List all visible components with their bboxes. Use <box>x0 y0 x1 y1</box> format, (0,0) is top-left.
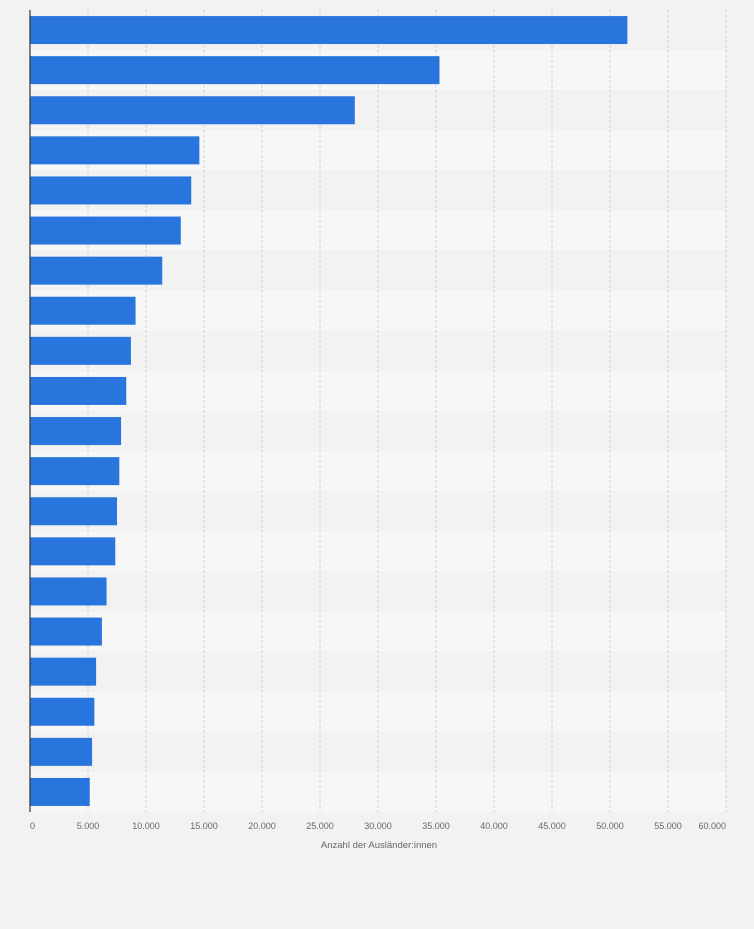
x-tick-label: 40.000 <box>480 821 508 831</box>
bar <box>30 136 200 165</box>
bar <box>30 497 117 526</box>
x-tick-label: 35.000 <box>422 821 450 831</box>
bar <box>30 336 131 365</box>
bar <box>30 56 440 85</box>
x-tick-label: 0 <box>30 821 35 831</box>
bar <box>30 577 107 606</box>
bar <box>30 617 102 646</box>
bar <box>30 16 628 45</box>
bar <box>30 176 192 205</box>
x-tick-label: 5.000 <box>77 821 100 831</box>
bar <box>30 537 116 566</box>
grid-lines <box>87 10 727 812</box>
x-tick-label: 20.000 <box>248 821 276 831</box>
x-tick-label: 50.000 <box>596 821 624 831</box>
bar <box>30 376 127 405</box>
bar <box>30 417 122 446</box>
bar <box>30 777 90 806</box>
x-tick-label: 10.000 <box>132 821 160 831</box>
x-tick-label: 25.000 <box>306 821 334 831</box>
bar <box>30 737 93 766</box>
x-axis-label: Anzahl der Ausländer:innen <box>321 840 437 851</box>
bar <box>30 96 355 125</box>
bar <box>30 256 163 285</box>
bar <box>30 457 120 486</box>
bars <box>30 16 628 806</box>
x-tick-labels: 0 5.000 10.000 15.000 20.000 25.000 30.000 35.0… <box>30 821 726 831</box>
bar <box>30 296 136 325</box>
bar <box>30 697 95 726</box>
x-tick-label: 15.000 <box>190 821 218 831</box>
x-tick-label: 30.000 <box>364 821 392 831</box>
bar <box>30 216 181 245</box>
x-tick-label: 45.000 <box>538 821 566 831</box>
x-tick-label: 55.000 <box>654 821 682 831</box>
x-tick-label: 60.000 <box>698 821 726 831</box>
bar <box>30 657 97 686</box>
